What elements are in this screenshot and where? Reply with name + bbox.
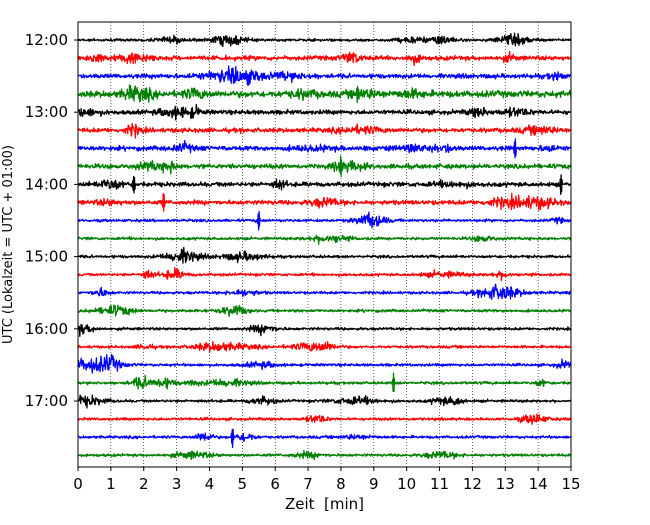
x-tick-label: 14: [529, 475, 548, 493]
y-tick-label: 13:00: [25, 103, 68, 121]
seismogram-trace: [77, 104, 572, 121]
x-tick-label: 11: [430, 475, 449, 493]
y-axis-ticks: 12:00 13:00 14:00 15:00 16:00 17:00: [25, 31, 78, 410]
seismogram-trace: [77, 266, 572, 282]
seismogram-trace: [77, 65, 572, 86]
seismogram-trace: [77, 84, 572, 103]
y-tick-label: 16:00: [25, 320, 68, 338]
x-tick-label: 13: [496, 475, 515, 493]
x-tick-label: 0: [73, 475, 83, 493]
x-tick-label: 15: [561, 475, 580, 493]
seismogram-trace: [77, 138, 572, 159]
seismogram-trace: [77, 304, 572, 318]
seismogram-trace: [77, 246, 572, 264]
x-tick-label: 10: [397, 475, 416, 493]
seismogram-trace: [77, 122, 572, 139]
seismogram-trace: [77, 192, 572, 212]
seismogram-trace: [77, 394, 572, 409]
grid-layer: [110, 22, 539, 467]
x-tick-label: 12: [463, 475, 482, 493]
seismogram-trace: [77, 372, 572, 393]
seismogram-trace: [77, 283, 572, 300]
x-tick-label: 6: [270, 475, 280, 493]
y-tick-label: 14:00: [25, 175, 68, 193]
seismogram-trace: [77, 449, 572, 461]
x-tick-label: 4: [205, 475, 215, 493]
seismogram-trace: [77, 210, 572, 231]
x-tick-label: 7: [303, 475, 313, 493]
seismogram-trace: [77, 341, 572, 353]
x-tick-label: 9: [369, 475, 379, 493]
x-axis-label: Zeit [min]: [285, 495, 364, 513]
seismogram-trace: [77, 155, 572, 178]
x-tick-label: 8: [336, 475, 346, 493]
y-axis-label: UTC (Lokalzeit = UTC + 01:00): [1, 145, 16, 344]
x-axis-ticks: 0 1 2 3 4 5 6 7 8 9 10 11 12 13 14 15: [73, 467, 581, 493]
seismogram-trace: [77, 323, 572, 337]
trace-layer: [77, 32, 572, 461]
plot-frame: [77, 21, 572, 468]
seismogram-trace: [77, 413, 572, 425]
seismogram-trace: [77, 428, 572, 448]
x-tick-label: 3: [172, 475, 182, 493]
x-tick-label: 1: [106, 475, 116, 493]
seismogram-trace: [77, 32, 572, 48]
y-tick-label: 12:00: [25, 31, 68, 49]
seismogram-trace: [77, 174, 572, 195]
y-tick-label: 15:00: [25, 248, 68, 266]
x-tick-label: 5: [238, 475, 248, 493]
seismogram-trace: [77, 353, 572, 374]
seismogram-trace: [77, 234, 572, 245]
seismogram-trace: [77, 50, 572, 67]
y-tick-label: 17:00: [25, 392, 68, 410]
x-tick-label: 2: [139, 475, 149, 493]
